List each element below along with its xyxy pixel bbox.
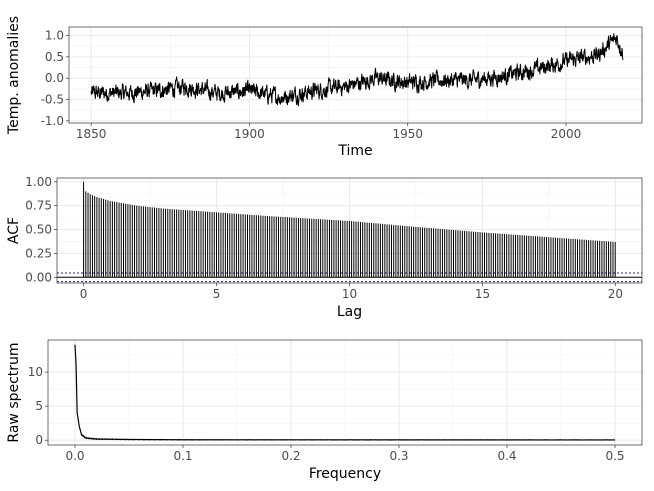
panel-3-x-axis-title: Frequency [309, 466, 381, 482]
y-tick-label: 1.00 [25, 175, 52, 189]
y-tick-label: 10 [28, 365, 43, 379]
panel-3-tick-labels: 0.0 0.1 0.2 0.3 0.4 0.5 0 5 10 [28, 365, 625, 463]
panel-2-acf-bars [57, 181, 642, 283]
x-tick-label: 0.2 [281, 449, 300, 463]
y-tick-label: -0.5 [41, 93, 64, 107]
y-tick-label: 0 [35, 433, 43, 447]
x-tick-label: 0.5 [605, 449, 624, 463]
y-tick-label: 0.5 [45, 50, 64, 64]
y-tick-label: 0.00 [25, 270, 52, 284]
temperature-series-line [90, 33, 624, 107]
x-tick-label: 1850 [76, 127, 107, 141]
panel-1-tick-labels: 1850 1900 1950 2000 -1.0 -0.5 0.0 0.5 1.0 [41, 29, 582, 141]
x-tick-label: 20 [608, 287, 623, 301]
x-tick-label: 0.0 [65, 449, 84, 463]
acf-panel: 0 5 10 15 20 0.00 0.25 0.50 0.75 1.00 Lag ACF [6, 175, 643, 320]
y-tick-label: 0.0 [45, 71, 64, 85]
x-tick-label: 10 [342, 287, 357, 301]
panel-1-series [90, 33, 624, 107]
y-tick-label: 0.25 [25, 246, 52, 260]
x-tick-label: 2000 [551, 127, 582, 141]
x-tick-label: 0.3 [389, 449, 408, 463]
panel-1-background [69, 27, 642, 123]
panel-3-border [47, 339, 643, 446]
x-tick-label: 15 [475, 287, 490, 301]
panel-2-x-axis-title: Lag [337, 304, 362, 320]
x-tick-label: 5 [213, 287, 221, 301]
panel-3-y-axis-title: Raw spectrum [6, 342, 22, 442]
panel-2-tick-labels: 0 5 10 15 20 0.00 0.25 0.50 0.75 1.00 [25, 175, 623, 301]
x-tick-label: 1900 [234, 127, 265, 141]
raw-spectrum-line [74, 344, 616, 441]
y-tick-label: 5 [35, 399, 43, 413]
panel-3-gridlines [48, 340, 642, 445]
y-tick-label: 0.50 [25, 223, 52, 237]
y-tick-label: 1.0 [45, 29, 64, 43]
raw-spectrum-panel: 0.0 0.1 0.2 0.3 0.4 0.5 0 5 10 Frequency Raw spe… [6, 339, 643, 482]
y-tick-label: -1.0 [41, 114, 64, 128]
x-tick-label: 1950 [392, 127, 423, 141]
panel-2-y-axis-title: ACF [6, 217, 22, 244]
y-tick-label: 0.75 [25, 199, 52, 213]
x-tick-label: 0.4 [497, 449, 516, 463]
panel-3-series [74, 344, 616, 441]
temperature-time-series-panel: 1850 1900 1950 2000 -1.0 -0.5 0.0 0.5 1.0 Time T… [6, 16, 643, 159]
x-tick-label: 0.1 [173, 449, 192, 463]
panel-1-x-axis-title: Time [337, 143, 372, 159]
x-tick-label: 0 [80, 287, 88, 301]
panel-1-border [68, 26, 643, 124]
panel-1-y-axis-title: Temp. anomalies [6, 16, 22, 135]
